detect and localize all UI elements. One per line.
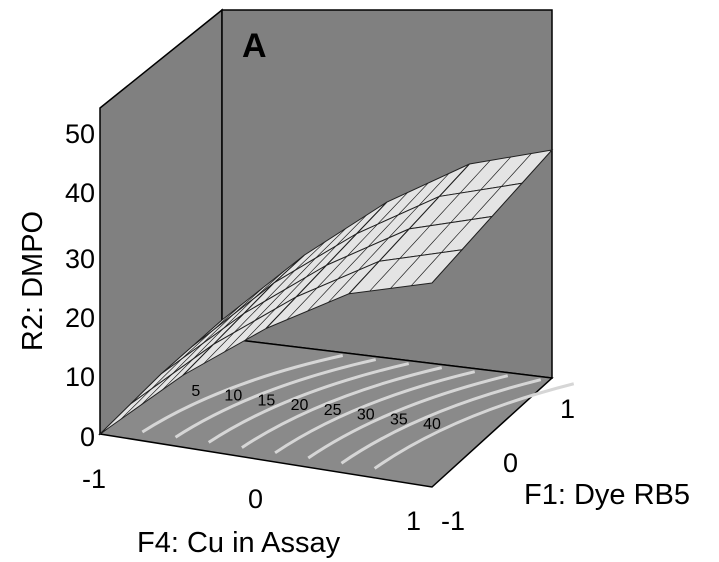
contour-line <box>373 382 575 470</box>
y-axis-label: F1: Dye RB5 <box>524 479 690 511</box>
surface-mesh-line <box>327 173 450 303</box>
contour-level-label: 5 <box>191 383 200 400</box>
surface-mesh-line <box>431 149 553 284</box>
z-tick-label: 20 <box>65 303 95 333</box>
y-tick-label: 0 <box>503 448 518 478</box>
contour-lines <box>141 354 575 470</box>
x-tick-label: -1 <box>82 464 106 494</box>
contour-level-label: 25 <box>324 402 342 419</box>
panel-label: A <box>242 27 267 65</box>
response-surface <box>99 149 554 435</box>
z-tick-label: 50 <box>65 119 95 149</box>
surface-mesh-line <box>244 215 367 341</box>
surface-mesh-line <box>224 228 346 353</box>
surface-mesh-line <box>141 287 264 405</box>
contour-level-label: 10 <box>224 388 242 405</box>
z-tick-label: 30 <box>65 244 95 274</box>
surface-mesh-line <box>99 319 223 435</box>
contour-level-label: 35 <box>390 411 408 428</box>
surface-mesh-line <box>369 160 491 292</box>
contour-line <box>141 354 344 434</box>
surface-mesh-line <box>265 201 388 329</box>
z-axis-label: R2: DMPO <box>17 211 49 351</box>
contour-level-label: 40 <box>423 416 441 433</box>
z-axis-ticks: 0 10 20 30 40 50 <box>65 119 95 452</box>
surface-mesh-line <box>307 182 429 312</box>
surface-mesh-line <box>162 270 285 391</box>
z-tick-label: 40 <box>65 178 95 208</box>
surface-mesh-line <box>182 254 305 376</box>
contour-line <box>340 378 542 465</box>
y-tick-label: 1 <box>560 394 575 424</box>
y-tick-label: -1 <box>441 506 465 536</box>
surface-mesh-line <box>348 163 470 294</box>
contour-level-label: 30 <box>357 407 375 424</box>
contour-labels: 5 10 15 20 25 30 35 40 <box>191 383 441 433</box>
contour-level-label: 15 <box>258 392 276 409</box>
contour-level-label: 20 <box>291 397 309 414</box>
contour-line <box>241 366 443 449</box>
surface-mesh-line <box>120 303 243 420</box>
surface-mesh-line <box>410 153 532 286</box>
surface-mesh-line <box>390 156 512 289</box>
contour-line <box>274 370 476 455</box>
x-axis-ticks: -1 0 1 <box>82 464 421 536</box>
x-tick-label: 1 <box>406 506 421 536</box>
z-tick-label: 0 <box>80 422 95 452</box>
contour-line <box>307 374 509 460</box>
contour-line <box>207 362 410 444</box>
z-tick-label: 10 <box>65 362 95 392</box>
x-tick-label: 0 <box>248 484 263 514</box>
y-axis-ticks: -1 0 1 <box>441 394 575 536</box>
contour-line <box>174 358 377 439</box>
x-axis-label: F4: Cu in Assay <box>137 527 341 559</box>
surface-mesh-line <box>286 192 408 321</box>
surface-mesh-line <box>203 241 326 364</box>
